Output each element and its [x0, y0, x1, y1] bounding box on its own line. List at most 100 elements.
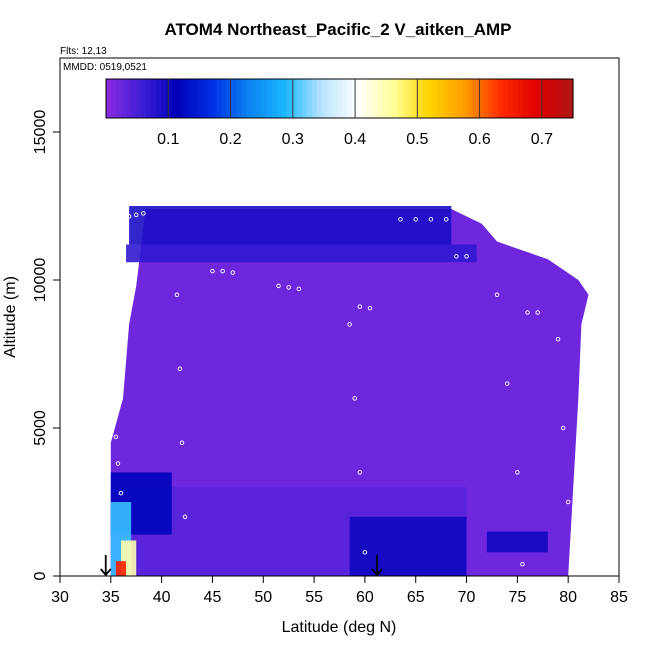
colorbar-swatch-64	[427, 79, 433, 118]
colorbar-swatch-19	[201, 79, 208, 118]
colorbar-swatch-4	[126, 79, 132, 118]
flight-marker-36	[565, 499, 571, 505]
colorbar-swatch-11	[161, 79, 167, 118]
flight-marker-9	[357, 304, 363, 309]
colorbar: 0.1 0.2 0.3 0.4 0.5 0.6 0.7	[105, 78, 574, 148]
x-tick-label-1: 35	[102, 589, 120, 606]
heat-cell-8	[486, 531, 548, 553]
colorbar-swatch-25	[231, 79, 238, 118]
y-tick-label-3: 15000	[32, 110, 49, 155]
x-tick-label-4: 50	[254, 589, 272, 606]
colorbar-swatch-50	[357, 79, 363, 118]
flight-marker-14	[443, 217, 449, 222]
colorbar-swatch-61	[412, 79, 418, 118]
heat-cell-0	[129, 206, 452, 245]
flight-marker-5	[230, 270, 236, 275]
flight-marker-29	[362, 550, 368, 555]
colorbar-swatch-42	[316, 79, 323, 118]
colorbar-swatch-59	[402, 79, 408, 118]
colorbar-swatch-76	[487, 79, 494, 118]
colorbar-swatch-16	[186, 79, 192, 118]
colorbar-swatch-83	[522, 79, 529, 118]
colorbar-swatch-40	[306, 79, 313, 118]
colorbar-swatch-88	[547, 79, 554, 118]
date-annotation: MMDD: 0519,0521	[63, 62, 147, 73]
arrow-marker-1	[371, 555, 383, 577]
colorbar-swatch-58	[397, 79, 403, 118]
colorbar-tick-label-2: 0.3	[282, 131, 304, 148]
flight-marker-4	[220, 268, 225, 274]
x-tick-label-8: 70	[458, 589, 476, 606]
colorbar-swatch-57	[392, 79, 398, 118]
heat-cell-1	[126, 244, 477, 263]
flight-marker-15	[454, 254, 459, 259]
flight-marker-26	[347, 322, 352, 327]
flight-marker-13	[428, 217, 434, 222]
colorbar-swatch-10	[156, 79, 162, 118]
arrow-marker-0	[100, 555, 112, 577]
colorbar-swatch-52	[367, 79, 373, 118]
chart-title: ATOM4 Northeast_Pacific_2 V_aitken_AMP	[164, 20, 511, 39]
colorbar-swatch-9	[151, 79, 157, 118]
flight-marker-1	[133, 212, 139, 218]
colorbar-swatch-73	[472, 79, 479, 118]
x-tick-label-5: 55	[305, 589, 323, 606]
flight-marker-34	[555, 336, 561, 342]
colorbar-swatch-82	[517, 79, 524, 118]
colorbar-swatch-34	[276, 79, 283, 118]
x-tick-label-0: 30	[51, 589, 69, 606]
colorbar-swatch-17	[191, 79, 197, 118]
colorbar-frame	[105, 78, 574, 119]
flight-marker-31	[504, 381, 510, 386]
colorbar-swatch-23	[221, 79, 228, 118]
colorbar-swatch-8	[146, 79, 152, 118]
flight-marker-33	[520, 561, 525, 567]
x-tick-label-6: 60	[356, 589, 374, 606]
colorbar-swatch-70	[457, 79, 464, 118]
colorbar-swatch-22	[216, 79, 223, 118]
colorbar-swatch-56	[387, 79, 393, 118]
colorbar-swatch-62	[417, 79, 423, 118]
x-tick-label-9: 75	[508, 589, 526, 606]
colorbar-swatch-68	[447, 79, 454, 118]
flight-marker-28	[357, 470, 363, 475]
colorbar-swatch-3	[121, 79, 127, 118]
colorbar-swatch-21	[211, 79, 218, 118]
x-tick-label-3: 45	[204, 589, 222, 606]
x-tick-label-7: 65	[407, 589, 425, 606]
x-tick-label-11: 85	[610, 589, 628, 606]
colorbar-swatch-90	[557, 79, 564, 118]
flight-marker-27	[352, 396, 357, 401]
colorbar-swatch-45	[331, 79, 338, 118]
colorbar-swatch-79	[502, 79, 509, 118]
colorbar-tick-label-5: 0.6	[468, 131, 490, 148]
colorbar-swatch-66	[437, 79, 444, 118]
flights-annotation: Flts: 12,13	[60, 46, 107, 57]
colorbar-swatch-18	[196, 79, 203, 118]
colorbar-tick-label-3: 0.4	[344, 131, 366, 148]
colorbar-swatch-48	[347, 79, 353, 118]
y-tick-label-2: 10000	[32, 258, 49, 303]
flight-marker-23	[177, 366, 183, 372]
flight-marker-8	[296, 286, 302, 292]
colorbar-swatch-6	[136, 79, 142, 118]
colorbar-tick-label-0: 0.1	[157, 131, 179, 148]
colorbar-swatch-72	[467, 79, 474, 118]
flight-marker-18	[535, 310, 540, 315]
colorbar-tick-label-4: 0.5	[406, 131, 428, 148]
colorbar-swatch-46	[336, 79, 343, 118]
flight-marker-6	[276, 283, 281, 289]
colorbar-swatch-26	[236, 79, 243, 118]
colorbar-swatch-7	[141, 79, 147, 118]
colorbar-swatch-41	[311, 79, 318, 118]
colorbar-swatch-28	[246, 79, 253, 118]
colorbar-swatch-54	[377, 79, 383, 118]
colorbar-swatch-33	[271, 79, 278, 118]
colorbar-swatch-80	[507, 79, 514, 118]
x-tick-label-10: 80	[559, 589, 577, 606]
y-axis-label: Altitude (m)	[2, 276, 19, 358]
flight-marker-32	[515, 470, 520, 475]
flight-marker-11	[398, 217, 403, 222]
flight-marker-25	[182, 514, 188, 520]
